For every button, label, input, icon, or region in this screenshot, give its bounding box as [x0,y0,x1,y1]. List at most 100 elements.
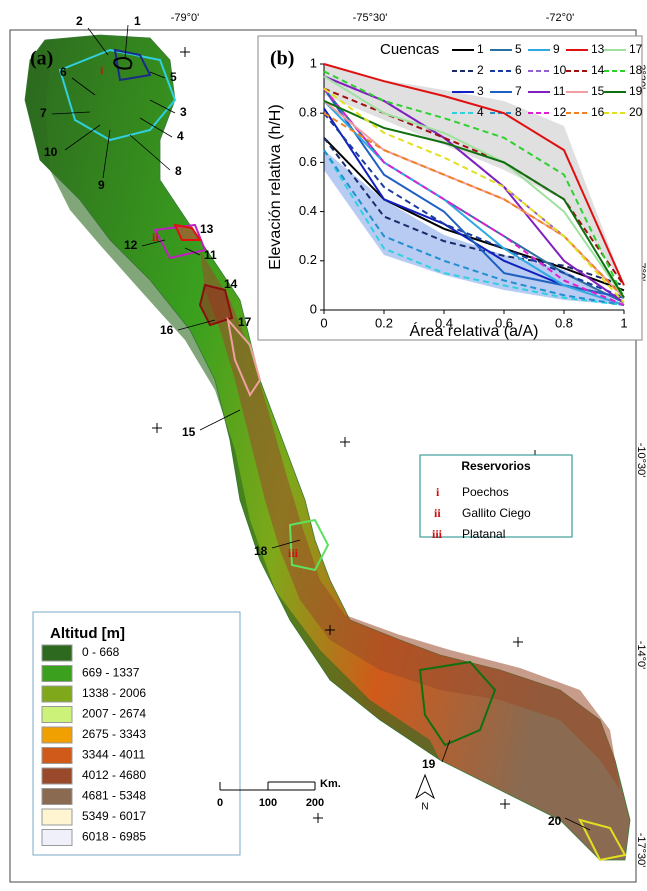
legend-label: 9 [553,42,560,56]
legend-swatch [41,829,73,846]
reservoir-marker: iii [288,546,299,560]
legend-label: 11 [553,84,566,98]
panel-label: (b) [270,48,294,70]
graticule [152,47,540,823]
legend-title: Cuencas [380,41,439,58]
legend-swatch [41,788,73,805]
series-line [323,149,625,307]
reservoir-marker: ii [152,230,159,244]
reservoir-marker: i [436,485,440,499]
basin-label: 16 [160,323,174,337]
legend-label: 1 [477,42,484,56]
basin-label: 9 [98,178,105,192]
y-tick-label: 1 [310,55,317,70]
legend-label: 14 [591,63,605,77]
scale-label: 200 [306,797,324,809]
basin-label: 19 [422,757,436,771]
legend-label: 6018 - 6985 [82,830,146,844]
series-line [323,63,625,286]
basin-label: 8 [175,164,182,178]
scale-bar [219,781,316,791]
scale-unit: Km. [320,778,341,790]
lat-label: -14°0' [635,641,647,670]
legend-label: 4012 - 4680 [82,768,146,782]
legend-swatch [41,644,73,662]
series-line [323,149,625,307]
legend-label: 10 [553,63,567,77]
reservoir-name: Gallito Ciego [462,506,531,520]
legend-swatch [41,665,73,682]
panel-label: (a) [30,48,53,70]
series-line [323,75,625,304]
legend-swatch [41,767,73,785]
legend-label: 1338 - 2006 [82,686,146,700]
scale-label: 100 [259,797,277,809]
reservoir-marker: i [100,63,104,77]
lat-label: -17°30' [635,833,647,868]
y-tick-label: 0 [310,301,317,316]
series-line [323,88,625,299]
legend-label: 12 [553,105,567,119]
series-line [323,87,625,307]
series-line [323,87,625,286]
y-tick-label: 0.4 [299,203,317,218]
x-tick-label: 1 [620,315,627,330]
x-tick-label: 0.4 [435,315,453,330]
x-tick-label: 0.2 [375,315,393,330]
basin-label: 4 [177,129,184,143]
lon-label: -75°30' [353,12,388,24]
legend-rows: 0 - 668 669 - 1337 1338 - 2006 2007 - 2674 2… [41,644,146,846]
range-band [324,150,624,305]
y-tick-label: 0.8 [299,105,317,120]
series-line [323,87,625,304]
reservoir-box [419,454,573,538]
x-axis-title: Área relativa (a/A) [410,321,539,340]
basin-label: 11 [204,248,217,262]
legend-label: 15 [591,84,605,98]
legend-label: 2 [477,63,484,77]
basin-labels: 1 2 3 4 5 6 7 8 9 10 11 12 13 14 15 16 1… [40,14,562,828]
legend-swatch [41,726,73,744]
scale-label: 0 [217,797,223,809]
legend-swatch [41,747,73,764]
legend-swatch [41,808,73,826]
basin-label: 1 [134,14,141,28]
basin-label: 6 [60,65,67,79]
legend-label: 7 [515,84,522,98]
legend-title: Altitud [m] [50,625,125,642]
legend-label: 3344 - 4011 [82,748,145,762]
lon-label: -72°0' [546,12,575,24]
y-axis-title: Elevación relativa (h/H) [267,104,284,269]
basin-label: 12 [124,238,138,252]
reservoir-name: Poechos [462,485,509,499]
legend-label: 4 [477,105,484,119]
y-tick-label: 0.2 [299,252,317,267]
legend-label: 8 [515,105,522,119]
basin-label: 13 [200,222,214,236]
basin-label: 17 [238,315,252,329]
lat-label: -10°30' [635,443,647,478]
basin-label: 18 [254,544,268,558]
basin-label: 7 [40,106,47,120]
legend-label: 17 [629,42,643,56]
legend-label: 13 [591,42,605,56]
north-arrow [414,773,436,800]
legend-label: 16 [591,105,605,119]
legend-swatch [41,685,73,703]
leader-lines [51,24,591,831]
legend-label: 18 [629,63,643,77]
basin-label: 2 [76,14,83,28]
reservoir-marker: iii [432,527,443,541]
series-line [323,112,625,299]
legend-label: 0 - 668 [82,645,120,659]
basin-label: 5 [170,70,177,84]
legend-label: 2007 - 2674 [82,707,146,721]
reservoir-title: Reservorios [461,459,531,473]
legend-label: 5 [515,42,522,56]
basin-label: 14 [224,277,238,291]
series-line [323,70,625,299]
series-line [323,99,625,299]
